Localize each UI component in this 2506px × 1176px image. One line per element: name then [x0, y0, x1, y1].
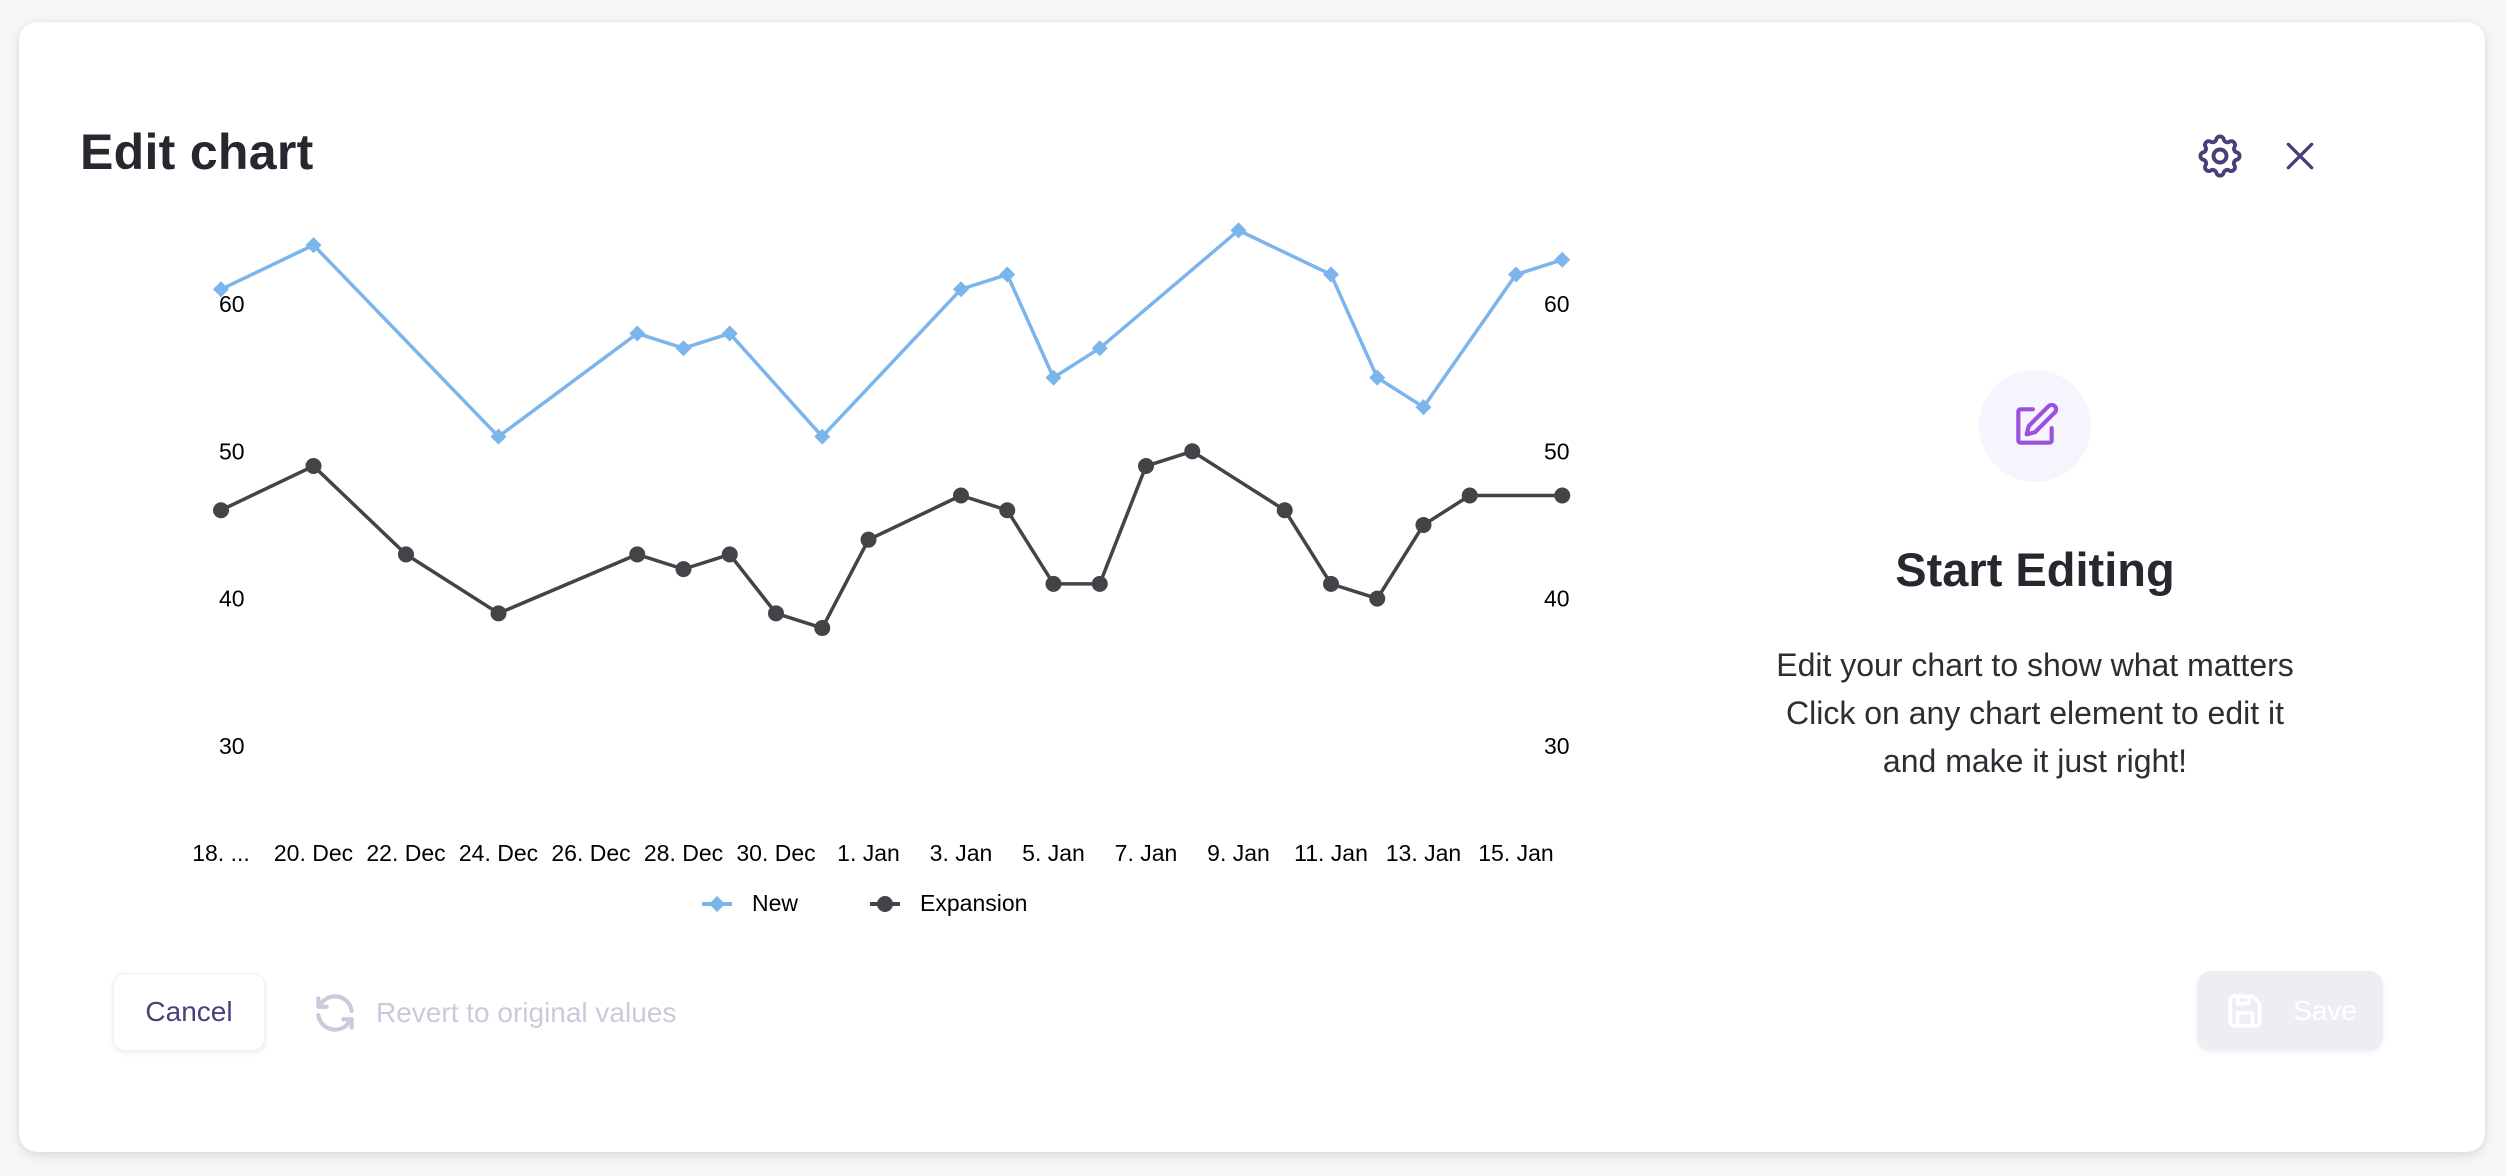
data-point[interactable] — [490, 605, 507, 622]
y-axis-tick-left: 60 — [219, 291, 245, 317]
data-point[interactable] — [953, 281, 969, 298]
legend-item-expansion[interactable]: Expansion — [868, 890, 1027, 917]
y-axis-tick-right: 60 — [1544, 291, 1570, 317]
x-axis-tick: 11. Jan — [1294, 840, 1368, 866]
x-axis-tick: 9. Jan — [1207, 840, 1270, 866]
y-axis-tick-right: 30 — [1544, 733, 1570, 759]
y-axis-tick-left: 30 — [219, 733, 245, 759]
settings-button[interactable] — [2190, 126, 2250, 186]
x-axis-tick: 28. Dec — [644, 840, 723, 866]
data-point[interactable] — [953, 487, 969, 504]
x-axis-tick: 22. Dec — [366, 840, 445, 866]
x-axis-tick: 18. ... — [192, 840, 250, 866]
description-line: Edit your chart to show what matters — [1776, 647, 2294, 683]
data-point[interactable] — [1091, 340, 1108, 357]
close-icon — [2286, 142, 2314, 170]
data-point[interactable] — [814, 428, 831, 445]
data-point[interactable] — [1415, 516, 1432, 533]
description-line: and make it just right! — [1882, 743, 2188, 779]
description-line: Click on any chart element to edit it — [1785, 695, 2284, 731]
data-point[interactable] — [1184, 443, 1201, 460]
edit-chart-dialog — [19, 22, 2485, 1152]
revert-label: Revert to original values — [376, 997, 677, 1028]
legend-label-expansion: Expansion — [920, 890, 1028, 916]
dialog-title: Edit chart — [80, 124, 314, 180]
save-button[interactable]: Save — [2197, 971, 2383, 1051]
data-point[interactable] — [1554, 251, 1571, 268]
start-editing-description: Edit your chart to show what matters Cli… — [1720, 641, 2350, 785]
data-point[interactable] — [860, 531, 877, 548]
data-point[interactable] — [1276, 502, 1293, 519]
x-axis-tick: 20. Dec — [274, 840, 353, 866]
x-axis-tick: 5. Jan — [1022, 840, 1085, 866]
close-button[interactable] — [2270, 126, 2330, 186]
data-point[interactable] — [999, 502, 1016, 519]
data-point[interactable] — [1369, 590, 1386, 607]
x-axis-tick: 3. Jan — [930, 840, 993, 866]
data-point[interactable] — [721, 546, 738, 563]
circle-marker-icon — [870, 895, 901, 912]
start-editing-panel: Start Editing Edit your chart to show wh… — [1720, 370, 2350, 785]
x-axis-tick: 26. Dec — [551, 840, 630, 866]
data-point[interactable] — [999, 266, 1016, 283]
data-point[interactable] — [1554, 487, 1571, 504]
data-point[interactable] — [1091, 575, 1108, 592]
cancel-button[interactable]: Cancel — [113, 973, 265, 1051]
x-axis-tick: 7. Jan — [1115, 840, 1178, 866]
edit-badge — [1979, 370, 2091, 482]
data-point[interactable] — [1369, 369, 1386, 386]
data-point[interactable] — [1045, 575, 1062, 592]
legend-item-new[interactable]: New — [700, 890, 798, 917]
series-line-expansion[interactable] — [220, 449, 1563, 630]
x-axis-tick: 15. Jan — [1478, 840, 1553, 866]
data-point[interactable] — [1508, 266, 1524, 283]
diamond-marker-icon — [702, 895, 732, 912]
data-point[interactable] — [814, 620, 831, 637]
y-axis-tick-left: 50 — [219, 438, 245, 464]
data-point[interactable] — [490, 428, 507, 445]
legend-label-new: New — [752, 890, 799, 916]
start-editing-title: Start Editing — [1895, 543, 2175, 596]
data-point[interactable] — [1323, 575, 1339, 592]
data-point[interactable] — [721, 325, 738, 342]
data-point[interactable] — [1138, 458, 1154, 475]
x-axis-tick: 1. Jan — [837, 840, 900, 866]
x-axis-tick: 24. Dec — [459, 840, 538, 866]
y-axis-tick-right: 50 — [1544, 438, 1570, 464]
data-point[interactable] — [1045, 369, 1062, 386]
data-point[interactable] — [213, 502, 229, 519]
data-point[interactable] — [768, 605, 784, 622]
gear-icon — [2198, 134, 2242, 178]
data-point[interactable] — [213, 281, 229, 298]
x-axis-tick: 30. Dec — [736, 840, 815, 866]
line-chart[interactable]: 30 30 40 40 50 50 60 60 18. ... 20. Dec 22. Dec 24.… — [0, 0, 2506, 900]
data-point[interactable] — [629, 325, 646, 342]
save-label: Save — [2293, 995, 2357, 1026]
data-point[interactable] — [1415, 399, 1432, 416]
data-point[interactable] — [629, 546, 646, 563]
revert-button[interactable]: Revert to original values — [310, 985, 676, 1041]
data-point[interactable] — [1461, 487, 1478, 504]
data-point[interactable] — [675, 340, 692, 357]
floppy-disk-icon — [2228, 994, 2262, 1028]
data-point[interactable] — [1323, 266, 1339, 283]
data-point[interactable] — [305, 237, 322, 254]
edit-pencil-square-icon — [2016, 402, 2059, 445]
series-line-new[interactable] — [220, 228, 1563, 439]
chart-legend: New Expansion — [700, 890, 1027, 917]
data-point[interactable] — [305, 458, 322, 475]
refresh-icon — [316, 994, 354, 1032]
data-point[interactable] — [675, 561, 692, 578]
y-axis-tick-left: 40 — [219, 586, 245, 612]
y-axis-tick-right: 40 — [1544, 586, 1570, 612]
data-point[interactable] — [398, 546, 414, 563]
data-point[interactable] — [1230, 222, 1247, 239]
x-axis-tick: 13. Jan — [1386, 840, 1461, 866]
